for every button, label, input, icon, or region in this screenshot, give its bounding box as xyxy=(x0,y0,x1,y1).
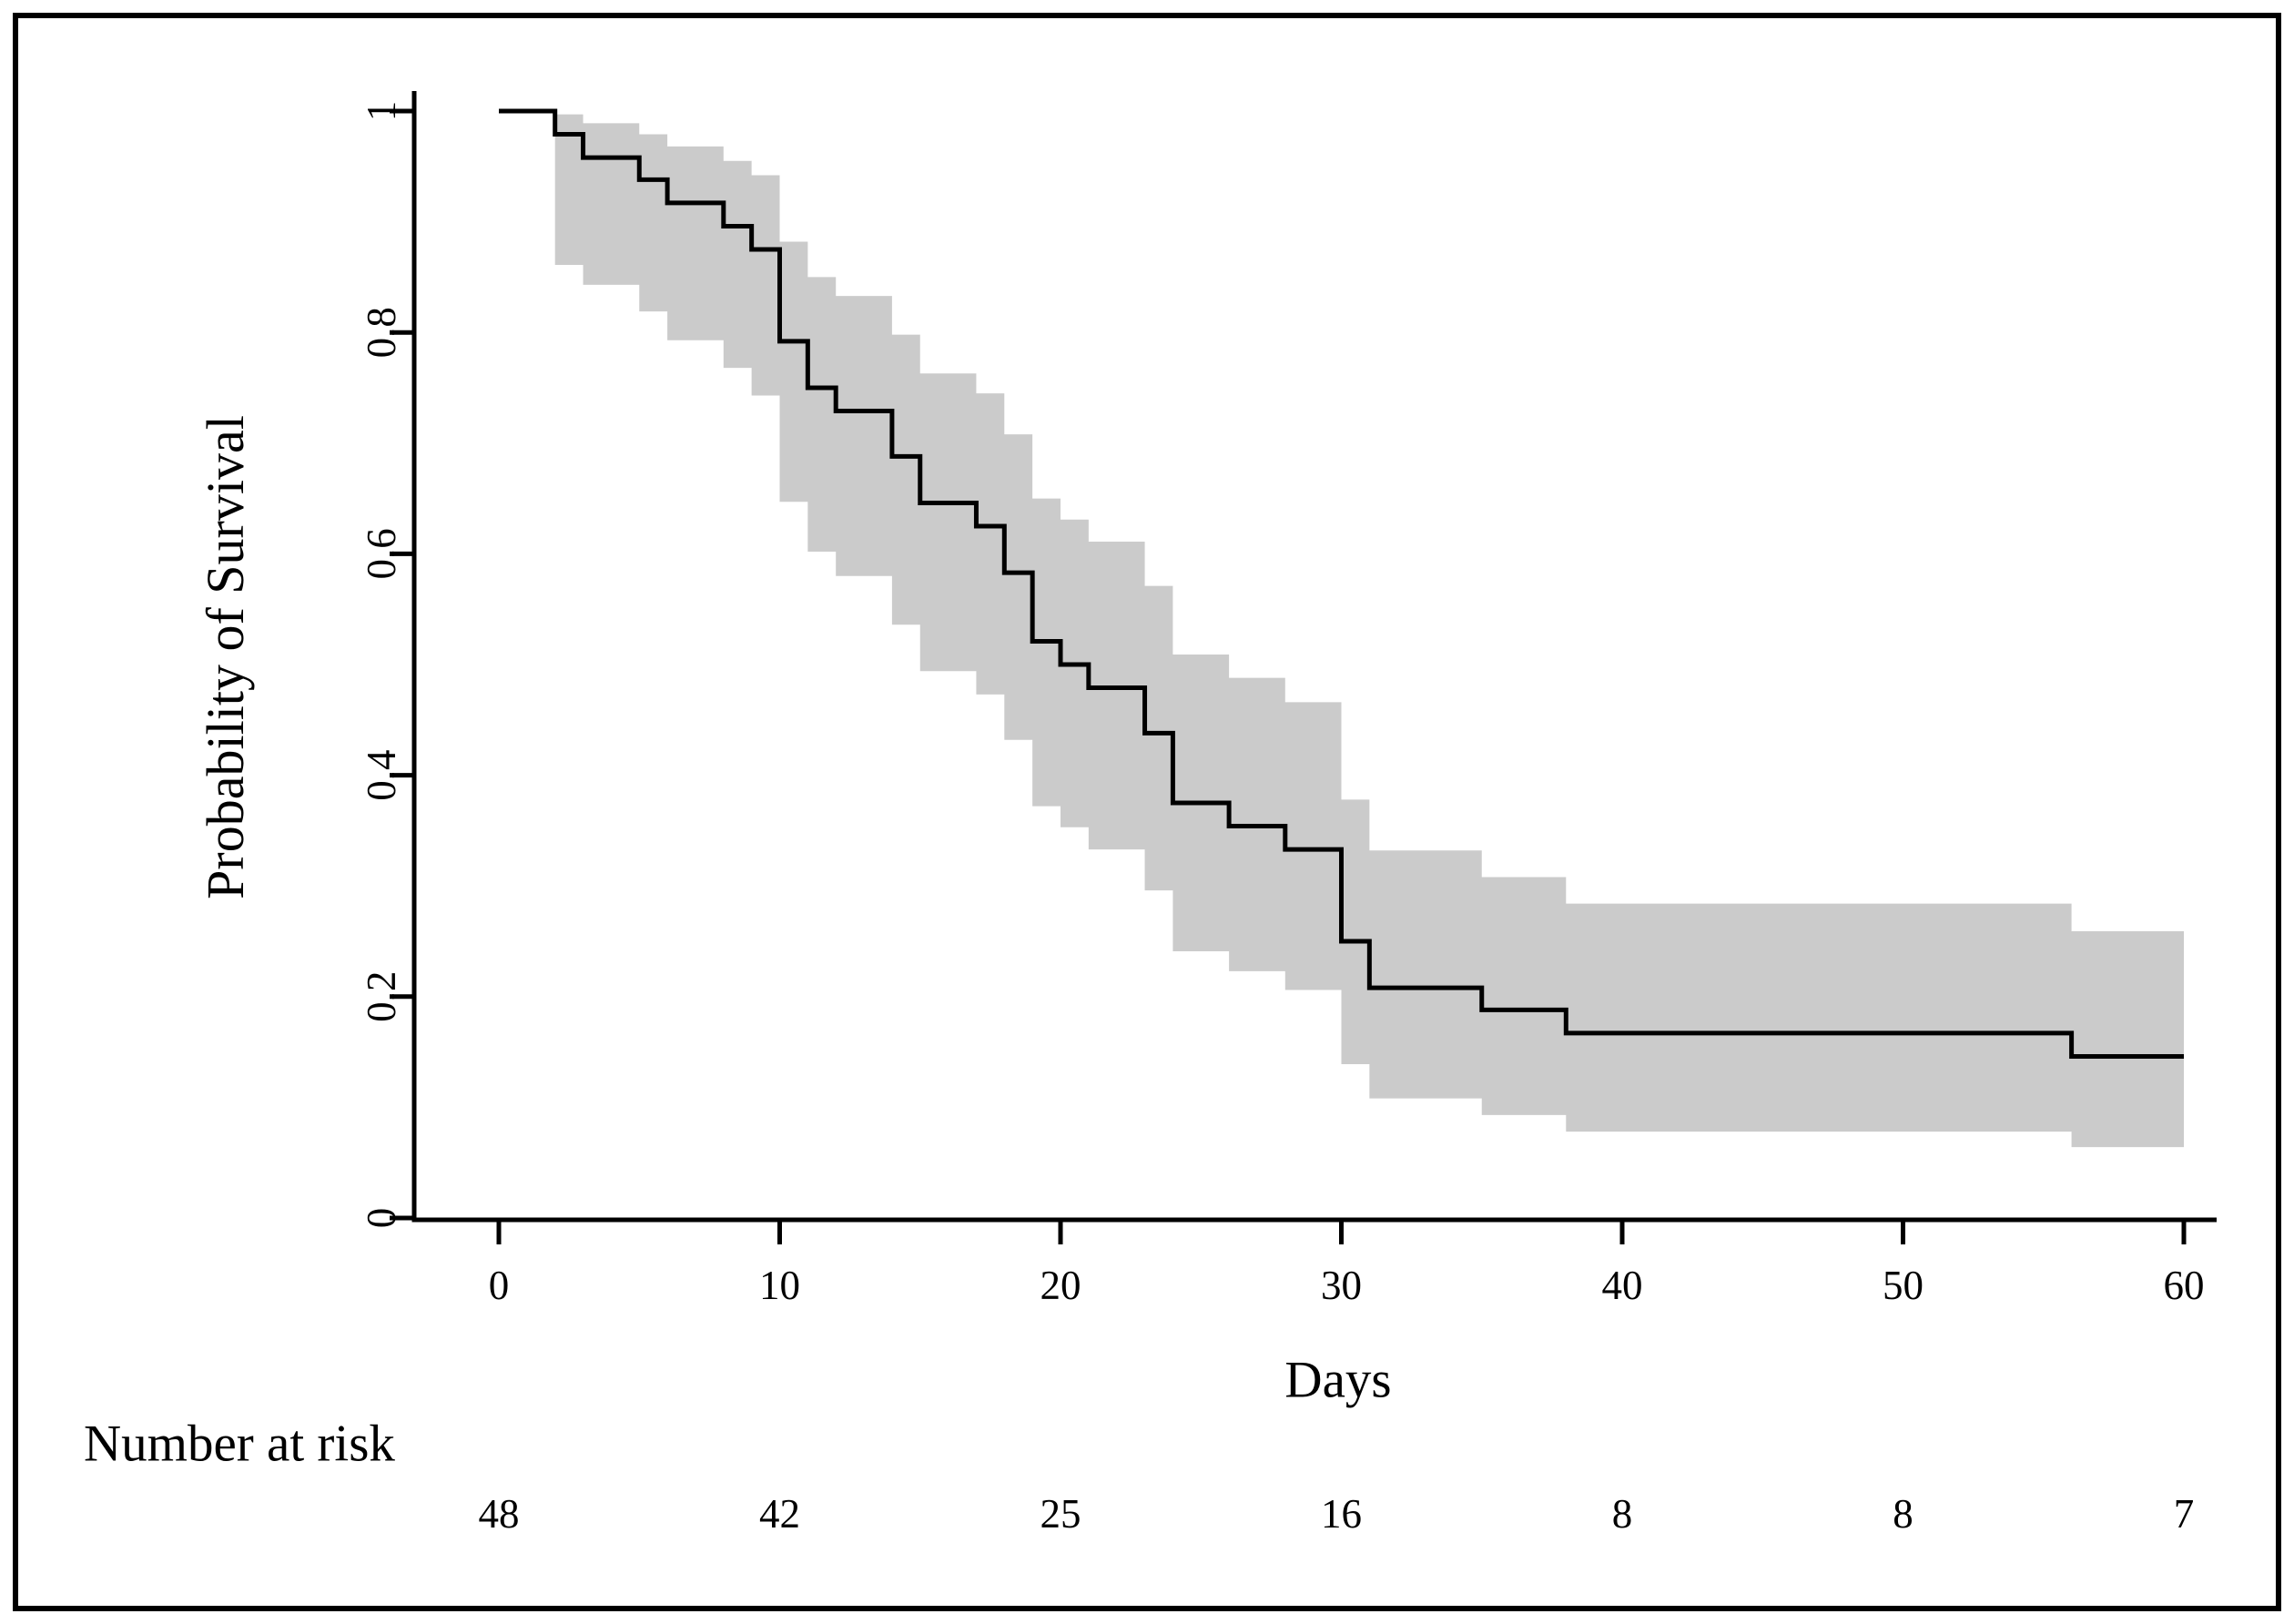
y-tick-label: 1 xyxy=(359,101,404,122)
x-tick-label: 10 xyxy=(759,1263,800,1308)
x-tick-label: 20 xyxy=(1040,1263,1081,1308)
confidence-band xyxy=(554,114,2185,1148)
x-tick-label: 60 xyxy=(2164,1263,2205,1308)
y-tick-label: 0.6 xyxy=(359,528,404,579)
y-tick-label: 0 xyxy=(359,1208,404,1229)
risk-count: 42 xyxy=(759,1491,800,1537)
x-tick-label: 30 xyxy=(1321,1263,1362,1308)
risk-table-header: Number at risk xyxy=(84,1415,395,1473)
y-tick-label: 0.2 xyxy=(359,971,404,1022)
x-axis-title: Days xyxy=(1284,1351,1392,1409)
risk-count: 25 xyxy=(1040,1491,1081,1537)
risk-count: 48 xyxy=(479,1491,520,1537)
risk-count: 16 xyxy=(1321,1491,1362,1537)
y-axis-title: Probability of Survival xyxy=(196,415,255,899)
y-tick-label: 0.4 xyxy=(359,749,404,800)
risk-count: 8 xyxy=(1612,1491,1633,1537)
risk-count: 8 xyxy=(1893,1491,1913,1537)
survival-curve xyxy=(499,108,2184,1059)
x-tick-label: 40 xyxy=(1602,1263,1643,1308)
x-tick-label: 50 xyxy=(1883,1263,1924,1308)
risk-count: 7 xyxy=(2174,1491,2195,1537)
x-tick-label: 0 xyxy=(489,1263,510,1308)
y-tick-label: 0.8 xyxy=(359,307,404,358)
